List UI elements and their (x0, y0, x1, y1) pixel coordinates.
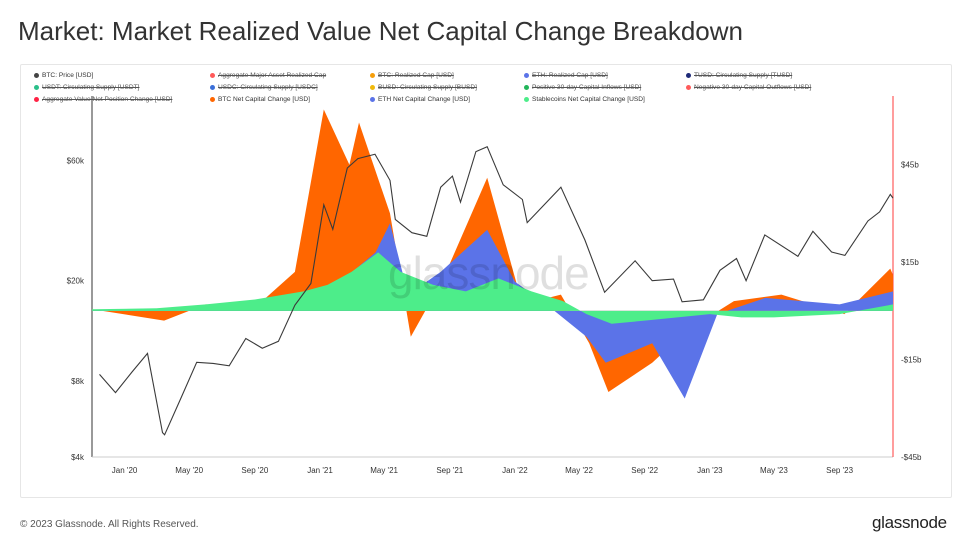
y-right-tick-label: $45b (901, 161, 919, 170)
legend-label: BTC Net Capital Change [USD] (218, 96, 310, 103)
legend-swatch (34, 73, 39, 78)
legend-label: USDC: Circulating Supply [USDC] (218, 84, 318, 91)
legend-item[interactable]: Negative 30-day Capital Outflows [USD] (686, 84, 811, 91)
legend-item[interactable]: TUSD: Circulating Supply [TUSD] (686, 72, 792, 79)
legend-item[interactable]: BUSD: Circulating Supply [BUSD] (370, 84, 477, 91)
legend-swatch (686, 73, 691, 78)
legend-item[interactable]: USDC: Circulating Supply [USDC] (210, 84, 318, 91)
x-tick-label: Sep '23 (826, 466, 853, 475)
y-right-tick-label: -$15b (901, 356, 922, 365)
legend-label: ETH: Realized Cap [USD] (532, 72, 608, 79)
legend-item[interactable]: Aggregate Major Asset Realized Cap (210, 72, 326, 79)
chart-legend: BTC: Price [USD] Aggregate Major Asset Re… (34, 72, 834, 108)
legend-label: Aggregate Major Asset Realized Cap (218, 72, 327, 79)
legend-label: Positive 30-day Capital Inflows [USD] (532, 84, 642, 91)
legend-swatch (34, 85, 39, 90)
x-tick-label: Sep '20 (241, 466, 268, 475)
btc-price-line (99, 145, 894, 436)
legend-swatch (686, 85, 691, 90)
legend-swatch (524, 85, 529, 90)
legend-item[interactable]: BTC: Price [USD] (34, 72, 93, 79)
y-right-tick-label: $15b (901, 258, 919, 267)
legend-swatch (524, 73, 529, 78)
y-left-tick-label: $8k (71, 377, 85, 386)
x-tick-label: Jan '22 (502, 466, 528, 475)
copyright-text: © 2023 Glassnode. All Rights Reserved. (20, 519, 199, 530)
legend-item[interactable]: Aggregate Value Net Position Change [USD… (34, 96, 172, 103)
x-tick-label: Sep '21 (436, 466, 463, 475)
legend-swatch (370, 85, 375, 90)
legend-label: BUSD: Circulating Supply [BUSD] (378, 84, 477, 91)
x-tick-label: Jan '23 (697, 466, 723, 475)
legend-label: Negative 30-day Capital Outflows [USD] (694, 84, 812, 91)
page-title: Market: Market Realized Value Net Capita… (18, 16, 743, 46)
legend-swatch (210, 97, 215, 102)
legend-label: USDT: Circulating Supply [USDT] (42, 84, 140, 91)
legend-label: BTC: Price [USD] (42, 72, 94, 79)
legend-label: TUSD: Circulating Supply [TUSD] (694, 72, 793, 79)
y-right-tick-label: -$45b (901, 453, 922, 462)
legend-swatch (34, 97, 39, 102)
legend-item[interactable]: Stablecoins Net Capital Change [USD] (524, 96, 645, 103)
x-tick-label: Jan '21 (307, 466, 333, 475)
legend-swatch (370, 97, 375, 102)
legend-item[interactable]: ETH Net Capital Change [USD] (370, 96, 470, 103)
legend-swatch (524, 97, 529, 102)
legend-swatch (370, 73, 375, 78)
brand-logo: glassnode (872, 513, 947, 532)
legend-label: BTC: Realized Cap [USD] (378, 72, 454, 79)
legend-label: ETH Net Capital Change [USD] (378, 96, 470, 103)
x-tick-label: May '21 (370, 466, 398, 475)
y-left-tick-label: $60k (67, 156, 85, 165)
legend-swatch (210, 73, 215, 78)
x-tick-label: Jan '20 (112, 466, 138, 475)
legend-item[interactable]: ETH: Realized Cap [USD] (524, 72, 608, 79)
x-tick-label: May '23 (760, 466, 788, 475)
x-tick-label: May '20 (175, 466, 203, 475)
x-tick-label: Sep '22 (631, 466, 658, 475)
legend-label: Aggregate Value Net Position Change [USD… (42, 96, 173, 103)
legend-swatch (210, 85, 215, 90)
y-left-tick-label: $20k (67, 277, 85, 286)
y-left-tick-label: $4k (71, 453, 85, 462)
stablecoin-net-capital-area (92, 252, 893, 324)
watermark-logo: glassnode (388, 247, 590, 299)
x-tick-label: May '22 (565, 466, 593, 475)
legend-label: Stablecoins Net Capital Change [USD] (532, 96, 645, 103)
legend-item[interactable]: USDT: Circulating Supply [USDT] (34, 84, 139, 91)
legend-item[interactable]: BTC Net Capital Change [USD] (210, 96, 310, 103)
legend-item[interactable]: Positive 30-day Capital Inflows [USD] (524, 84, 641, 91)
legend-item[interactable]: BTC: Realized Cap [USD] (370, 72, 454, 79)
